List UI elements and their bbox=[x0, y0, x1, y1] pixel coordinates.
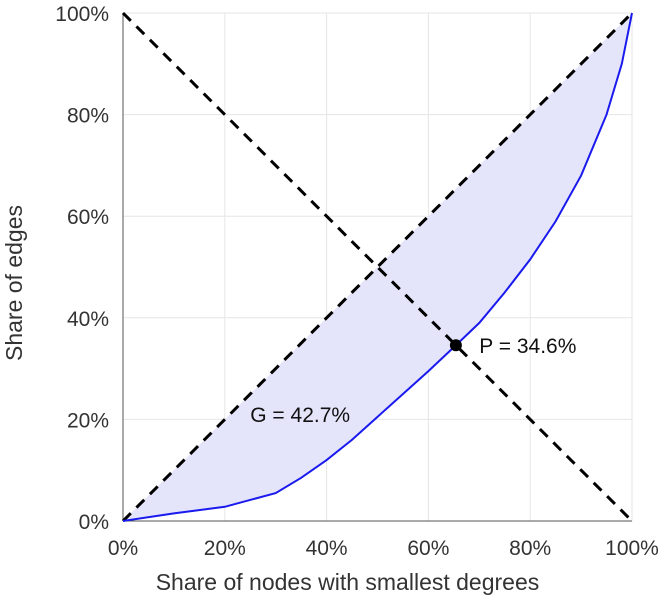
y-tick-label: 60% bbox=[67, 206, 109, 229]
pareto-point bbox=[449, 339, 462, 352]
lorenz-curve-line bbox=[122, 12, 633, 522]
plot-frame bbox=[122, 13, 632, 522]
x-tick-label: 20% bbox=[204, 537, 246, 560]
y-tick-label: 40% bbox=[67, 308, 109, 331]
x-tick-label: 100% bbox=[605, 537, 659, 560]
y-axis-title: Share of edges bbox=[1, 205, 27, 361]
x-axis-title: Share of nodes with smallest degrees bbox=[156, 569, 540, 595]
x-tick-labels: 0% 20% 40% 60% 80% 100% bbox=[108, 537, 659, 560]
y-tick-label: 100% bbox=[55, 3, 109, 26]
gini-annotation: G = 42.7% bbox=[250, 404, 350, 427]
x-tick-label: 0% bbox=[108, 537, 138, 560]
anti-diagonal-line bbox=[121, 11, 634, 523]
y-tick-labels: 0% 20% 40% 60% 80% 100% bbox=[55, 3, 109, 534]
y-tick-label: 80% bbox=[67, 105, 109, 128]
x-tick-label: 60% bbox=[407, 537, 449, 560]
equality-diagonal-line bbox=[121, 11, 634, 523]
y-tick-label: 0% bbox=[79, 511, 109, 534]
x-tick-label: 40% bbox=[306, 537, 348, 560]
x-tick-label: 80% bbox=[509, 537, 551, 560]
y-tick-label: 20% bbox=[67, 409, 109, 432]
pareto-annotation: P = 34.6% bbox=[479, 335, 576, 358]
